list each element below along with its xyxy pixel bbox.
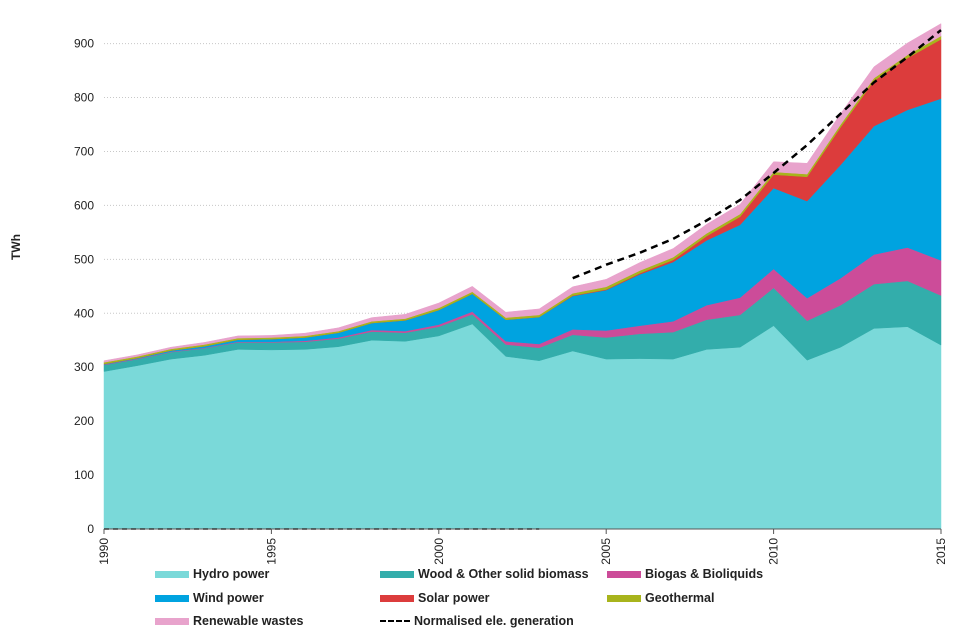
y-tick-label-800: 800 <box>74 91 94 105</box>
x-tick-label-1995: 1995 <box>264 538 278 565</box>
legend-item-geothermal: Geothermal <box>607 589 714 607</box>
legend-swatch-wind <box>155 594 189 602</box>
legend-item-biogas: Biogas & Bioliquids <box>607 565 763 583</box>
y-tick-label-900: 900 <box>74 37 94 51</box>
y-axis-label: TWh <box>9 234 23 260</box>
legend-label-normalised: Normalised ele. generation <box>414 614 574 628</box>
legend-label-hydro: Hydro power <box>193 567 270 581</box>
x-tick-label-2000: 2000 <box>432 538 446 565</box>
y-tick-label-300: 300 <box>74 360 94 374</box>
x-tick-label-2010: 2010 <box>767 538 781 565</box>
legend-label-wind: Wind power <box>193 591 264 605</box>
x-tick-label-2015: 2015 <box>934 538 948 565</box>
series-areas <box>103 23 942 530</box>
y-tick-label-700: 700 <box>74 144 94 158</box>
x-tick-label-1990: 1990 <box>97 538 111 565</box>
legend-swatch-biogas <box>607 570 641 578</box>
normalised-line <box>572 29 942 280</box>
legend-item-normalised: Normalised ele. generation <box>380 612 574 630</box>
y-tick-label-600: 600 <box>74 198 94 212</box>
y-tick-label-200: 200 <box>74 414 94 428</box>
legend-label-biogas: Biogas & Bioliquids <box>645 567 764 581</box>
axes: 0 100 200 300 400 500 600 700 800 900 1990 1995 2000… <box>74 37 948 565</box>
y-tick-label-0: 0 <box>87 522 94 536</box>
y-tick-label-500: 500 <box>74 252 94 266</box>
legend-swatch-wastes <box>155 617 189 625</box>
x-tick-label-2005: 2005 <box>599 538 613 565</box>
legend-label-solar: Solar power <box>418 591 490 605</box>
legend-label-wastes: Renewable wastes <box>193 614 304 628</box>
legend-label-geothermal: Geothermal <box>645 591 715 605</box>
legend-swatch-normalised <box>380 620 410 622</box>
y-tick-label-400: 400 <box>74 306 94 320</box>
legend-item-wood: Wood & Other solid biomass <box>380 565 589 583</box>
area-series-6 <box>103 23 942 363</box>
legend-label-wood: Wood & Other solid biomass <box>418 567 589 581</box>
legend-item-wind: Wind power <box>155 589 264 607</box>
legend: Hydro power Wood & Other solid biomass B… <box>155 565 855 631</box>
legend-swatch-solar <box>380 594 414 602</box>
legend-swatch-wood <box>380 570 414 578</box>
legend-item-solar: Solar power <box>380 589 490 607</box>
legend-item-wastes: Renewable wastes <box>155 612 303 630</box>
legend-swatch-hydro <box>155 570 189 578</box>
y-tick-label-100: 100 <box>74 468 94 482</box>
legend-item-hydro: Hydro power <box>155 565 269 583</box>
legend-swatch-geothermal <box>607 594 641 602</box>
